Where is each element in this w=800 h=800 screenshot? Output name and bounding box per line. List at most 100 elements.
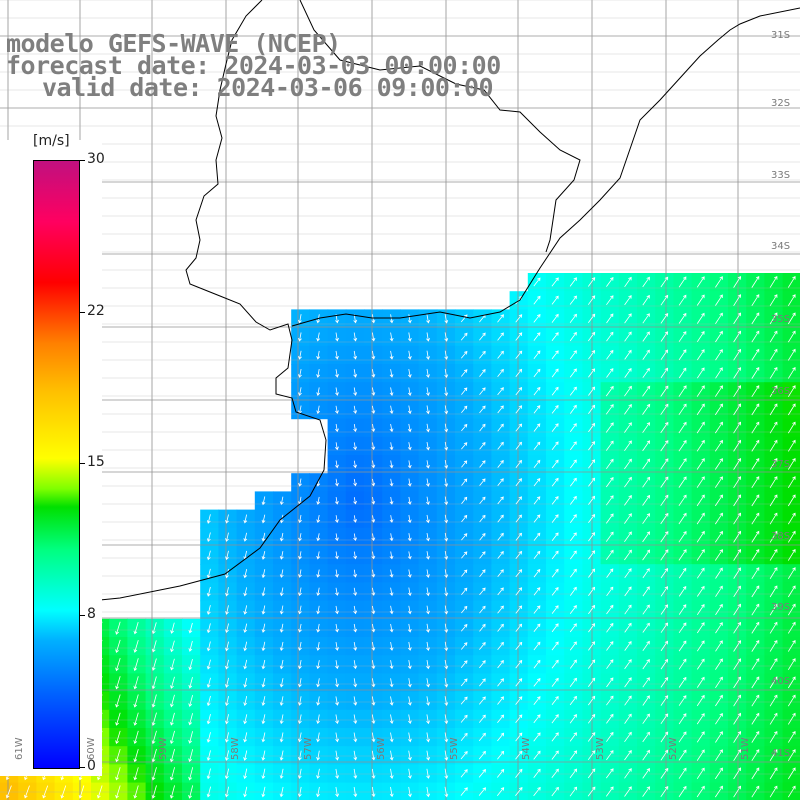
wind-arrow xyxy=(371,587,376,596)
wind-arrow xyxy=(151,712,157,726)
wind-cell xyxy=(691,691,711,711)
wind-cell xyxy=(600,600,620,620)
wind-arrow xyxy=(389,786,394,798)
wind-arrow xyxy=(551,714,559,724)
wind-arrow xyxy=(243,750,248,761)
wind-arrow xyxy=(206,695,211,707)
wind-arrow xyxy=(787,639,796,652)
wind-arrow xyxy=(407,332,412,342)
wind-arrow xyxy=(588,349,596,360)
wind-cell xyxy=(655,327,674,347)
wind-cell xyxy=(691,455,711,474)
wind-arrow xyxy=(5,785,12,799)
wind-arrow xyxy=(298,641,302,651)
lat-label: 40S xyxy=(771,676,791,687)
wind-arrow xyxy=(371,786,376,798)
wind-cell xyxy=(546,673,565,693)
wind-cell xyxy=(509,655,529,674)
wind-arrow xyxy=(678,640,687,652)
wind-arrow xyxy=(751,512,760,525)
wind-arrow xyxy=(479,369,486,377)
wind-arrow xyxy=(42,785,49,799)
wind-cell xyxy=(691,291,711,310)
wind-arrow xyxy=(479,660,486,669)
wind-arrow xyxy=(715,712,723,725)
wind-arrow xyxy=(497,405,504,414)
wind-arrow xyxy=(533,368,541,378)
wind-arrow xyxy=(353,497,357,505)
wind-cell xyxy=(637,291,656,310)
legend-tick-label: 0 xyxy=(87,758,96,774)
wind-arrow xyxy=(751,457,760,470)
wind-arrow xyxy=(551,313,559,323)
wind-arrow xyxy=(243,714,248,725)
wind-arrow xyxy=(426,442,430,451)
wind-arrow xyxy=(606,677,614,688)
wind-arrow xyxy=(533,659,541,669)
wind-arrow xyxy=(496,787,505,796)
wind-cell xyxy=(637,327,656,347)
wind-cell xyxy=(600,436,620,456)
wind-arrow xyxy=(714,476,723,488)
wind-arrow xyxy=(696,749,705,761)
wind-arrow xyxy=(316,350,321,360)
wind-arrow xyxy=(335,405,339,414)
wind-arrow xyxy=(151,676,157,690)
wind-cell xyxy=(509,637,529,656)
wind-arrow xyxy=(353,332,358,342)
wind-cell xyxy=(618,364,638,383)
wind-arrow xyxy=(335,786,340,798)
legend-colorbar xyxy=(33,160,80,769)
wind-arrow xyxy=(678,349,687,361)
wind-arrow xyxy=(353,569,358,578)
wind-arrow xyxy=(642,294,650,306)
wind-arrow xyxy=(733,421,741,434)
wind-arrow xyxy=(714,785,723,798)
wind-arrow xyxy=(751,676,760,689)
wind-cell xyxy=(473,764,492,784)
wind-arrow xyxy=(678,785,687,798)
wind-arrow xyxy=(751,749,760,762)
wind-arrow xyxy=(353,678,358,688)
wind-arrow xyxy=(115,748,121,763)
wind-arrow xyxy=(133,676,139,690)
wind-arrow xyxy=(389,496,394,505)
wind-cell xyxy=(746,473,765,492)
wind-arrow xyxy=(407,678,412,688)
wind-cell xyxy=(509,418,529,438)
wind-arrow xyxy=(243,786,248,798)
wind-arrow xyxy=(497,732,505,742)
wind-cell xyxy=(764,582,784,602)
wind-cell xyxy=(655,746,674,765)
wind-arrow xyxy=(769,512,778,525)
wind-arrow xyxy=(660,731,669,743)
wind-arrow xyxy=(335,369,339,378)
wind-cell xyxy=(455,655,474,674)
wind-arrow xyxy=(479,623,486,632)
wind-arrow xyxy=(353,768,358,779)
wind-cell xyxy=(473,709,492,729)
wind-arrow xyxy=(588,514,596,524)
wind-arrow xyxy=(316,332,321,342)
wind-cell xyxy=(746,764,765,784)
wind-arrow xyxy=(460,787,468,796)
wind-cell xyxy=(673,637,693,656)
wind-arrow xyxy=(316,750,320,761)
wind-arrow xyxy=(206,677,211,688)
wind-arrow xyxy=(460,696,468,705)
wind-arrow xyxy=(569,277,577,287)
wind-cell xyxy=(728,691,747,711)
wind-arrow xyxy=(569,532,577,542)
wind-arrow xyxy=(243,587,248,597)
wind-cell xyxy=(728,527,747,547)
wind-arrow xyxy=(533,768,541,778)
wind-arrow xyxy=(444,423,449,433)
wind-arrow xyxy=(407,387,412,396)
wind-cell xyxy=(673,327,693,347)
wind-cell xyxy=(764,655,784,674)
wind-arrow xyxy=(515,659,523,669)
wind-cell xyxy=(764,382,784,401)
wind-cell xyxy=(455,509,474,529)
wind-arrow xyxy=(533,423,541,432)
wind-arrow xyxy=(133,639,139,653)
